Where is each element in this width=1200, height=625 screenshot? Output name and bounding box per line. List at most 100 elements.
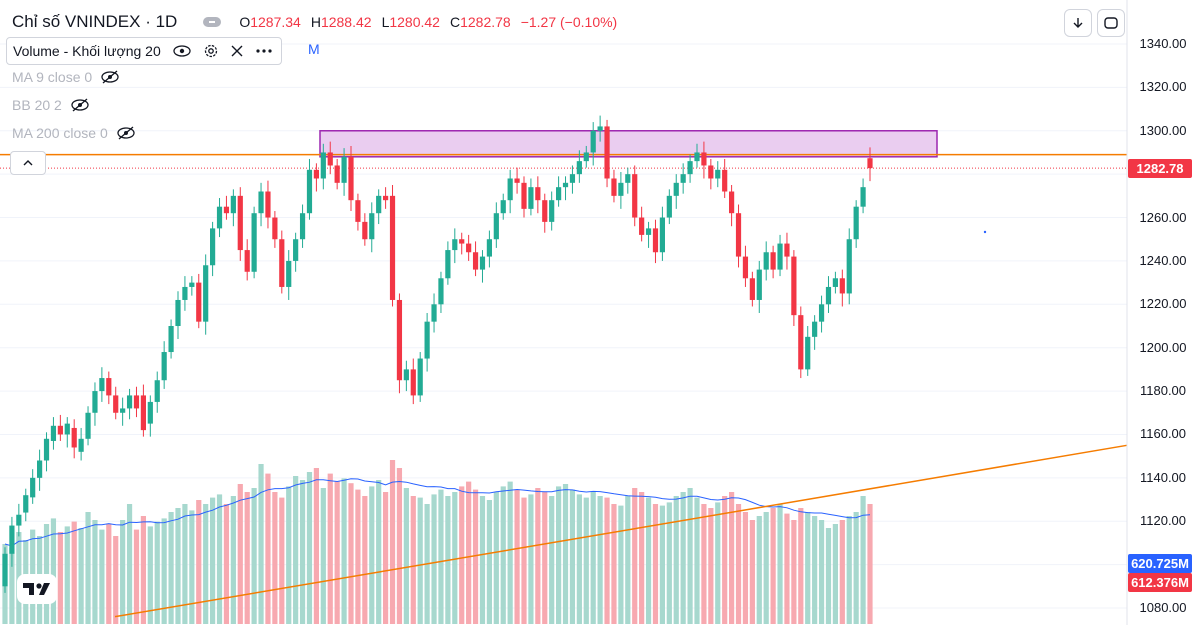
volume-bar — [71, 521, 77, 624]
volume-bar — [99, 529, 105, 624]
volume-ma-line — [4, 478, 871, 547]
candle — [770, 245, 776, 279]
indicator-label: MA 9 close 0 — [12, 69, 93, 85]
download-button[interactable] — [1064, 9, 1092, 37]
chevron-up-icon — [23, 160, 33, 166]
volume-bar — [92, 520, 98, 624]
candle — [2, 547, 8, 593]
volume-bar — [832, 524, 838, 624]
volume-bar — [383, 492, 389, 624]
eye-off-icon[interactable] — [100, 70, 120, 84]
candle — [313, 163, 319, 192]
volume-bar — [860, 496, 866, 624]
volume-bar — [431, 494, 437, 624]
indicator-ma9[interactable]: MA 9 close 0 — [12, 69, 120, 85]
candle — [687, 154, 693, 183]
candles — [2, 115, 873, 593]
volume-bar — [597, 496, 603, 624]
eye-off-icon[interactable] — [70, 98, 90, 112]
candle — [846, 228, 852, 305]
candle — [680, 163, 686, 194]
candle — [355, 193, 361, 231]
volume-bars — [2, 460, 873, 624]
volume-bar — [244, 492, 250, 624]
candle — [853, 200, 859, 248]
volume-value-label: 612.376M — [1128, 573, 1192, 592]
close-icon[interactable] — [231, 45, 243, 57]
candle — [196, 273, 202, 329]
candle — [161, 341, 167, 389]
volume-bar — [673, 496, 679, 624]
candle — [189, 276, 195, 296]
indicator-label: BB 20 2 — [12, 97, 62, 113]
more-icon[interactable] — [255, 48, 273, 54]
indicator-bb[interactable]: BB 20 2 — [12, 97, 90, 113]
candle — [708, 158, 714, 190]
candle — [78, 427, 84, 461]
close-value: 1282.78 — [460, 14, 511, 30]
volume-bar — [618, 505, 624, 624]
volume-bar — [528, 494, 534, 624]
trendline[interactable] — [114, 444, 1128, 618]
volume-bar — [313, 468, 319, 624]
candle — [798, 306, 804, 379]
collapse-legend-button[interactable] — [10, 151, 46, 175]
market-status-icon[interactable] — [203, 17, 222, 27]
gear-icon[interactable] — [203, 43, 219, 59]
volume-bar — [376, 480, 382, 624]
volume-bar — [452, 492, 458, 624]
price-tick-label: 1320.00 — [1139, 79, 1187, 95]
candle — [71, 419, 77, 459]
volume-bar — [126, 504, 133, 624]
resistance-zone[interactable] — [319, 130, 938, 158]
candle — [521, 176, 527, 218]
candle — [777, 234, 783, 277]
tradingview-logo[interactable] — [17, 574, 57, 604]
volume-bar — [237, 484, 243, 624]
volume-legend[interactable]: Volume - Khối lượng 20 — [6, 37, 282, 65]
candle — [722, 158, 728, 199]
candle — [327, 141, 333, 175]
candle — [37, 449, 43, 491]
candle — [542, 193, 548, 233]
volume-bar — [472, 489, 479, 624]
volume-bar — [320, 488, 326, 624]
volume-bar — [286, 486, 292, 624]
candle — [140, 384, 146, 437]
candle — [438, 271, 444, 313]
price-tick-label: 1240.00 — [1139, 252, 1187, 268]
volume-bar — [389, 460, 396, 624]
indicator-ma200[interactable]: MA 200 close 0 — [12, 125, 136, 141]
volume-bar — [770, 508, 776, 624]
volume-bar — [216, 494, 223, 624]
volume-bar — [583, 497, 589, 624]
candle — [701, 141, 707, 179]
volume-bar — [749, 520, 755, 624]
candle — [445, 241, 451, 285]
volume-bar — [500, 486, 506, 624]
volume-bar — [85, 512, 91, 624]
symbol-title[interactable]: Chỉ số VNINDEX · 1D — [12, 12, 178, 31]
candle — [57, 414, 63, 441]
eye-icon[interactable] — [173, 45, 191, 57]
candle — [64, 417, 70, 448]
fullscreen-button[interactable] — [1097, 9, 1125, 37]
volume-bar — [666, 502, 672, 624]
candle — [168, 319, 174, 359]
volume-bar — [279, 497, 285, 624]
volume-bar — [742, 512, 749, 624]
candle — [362, 213, 368, 246]
eye-off-icon[interactable] — [116, 126, 136, 140]
price-tick-label: 1180.00 — [1139, 383, 1187, 399]
volume-bar — [355, 489, 361, 624]
candle — [306, 158, 313, 220]
volume-bar — [853, 512, 859, 624]
candle — [154, 371, 160, 413]
volume-bar — [293, 476, 299, 624]
candle — [175, 291, 181, 340]
volume-bar — [334, 481, 340, 624]
volume-bar — [78, 528, 84, 624]
volume-bar — [479, 496, 486, 624]
volume-bar — [369, 486, 375, 624]
